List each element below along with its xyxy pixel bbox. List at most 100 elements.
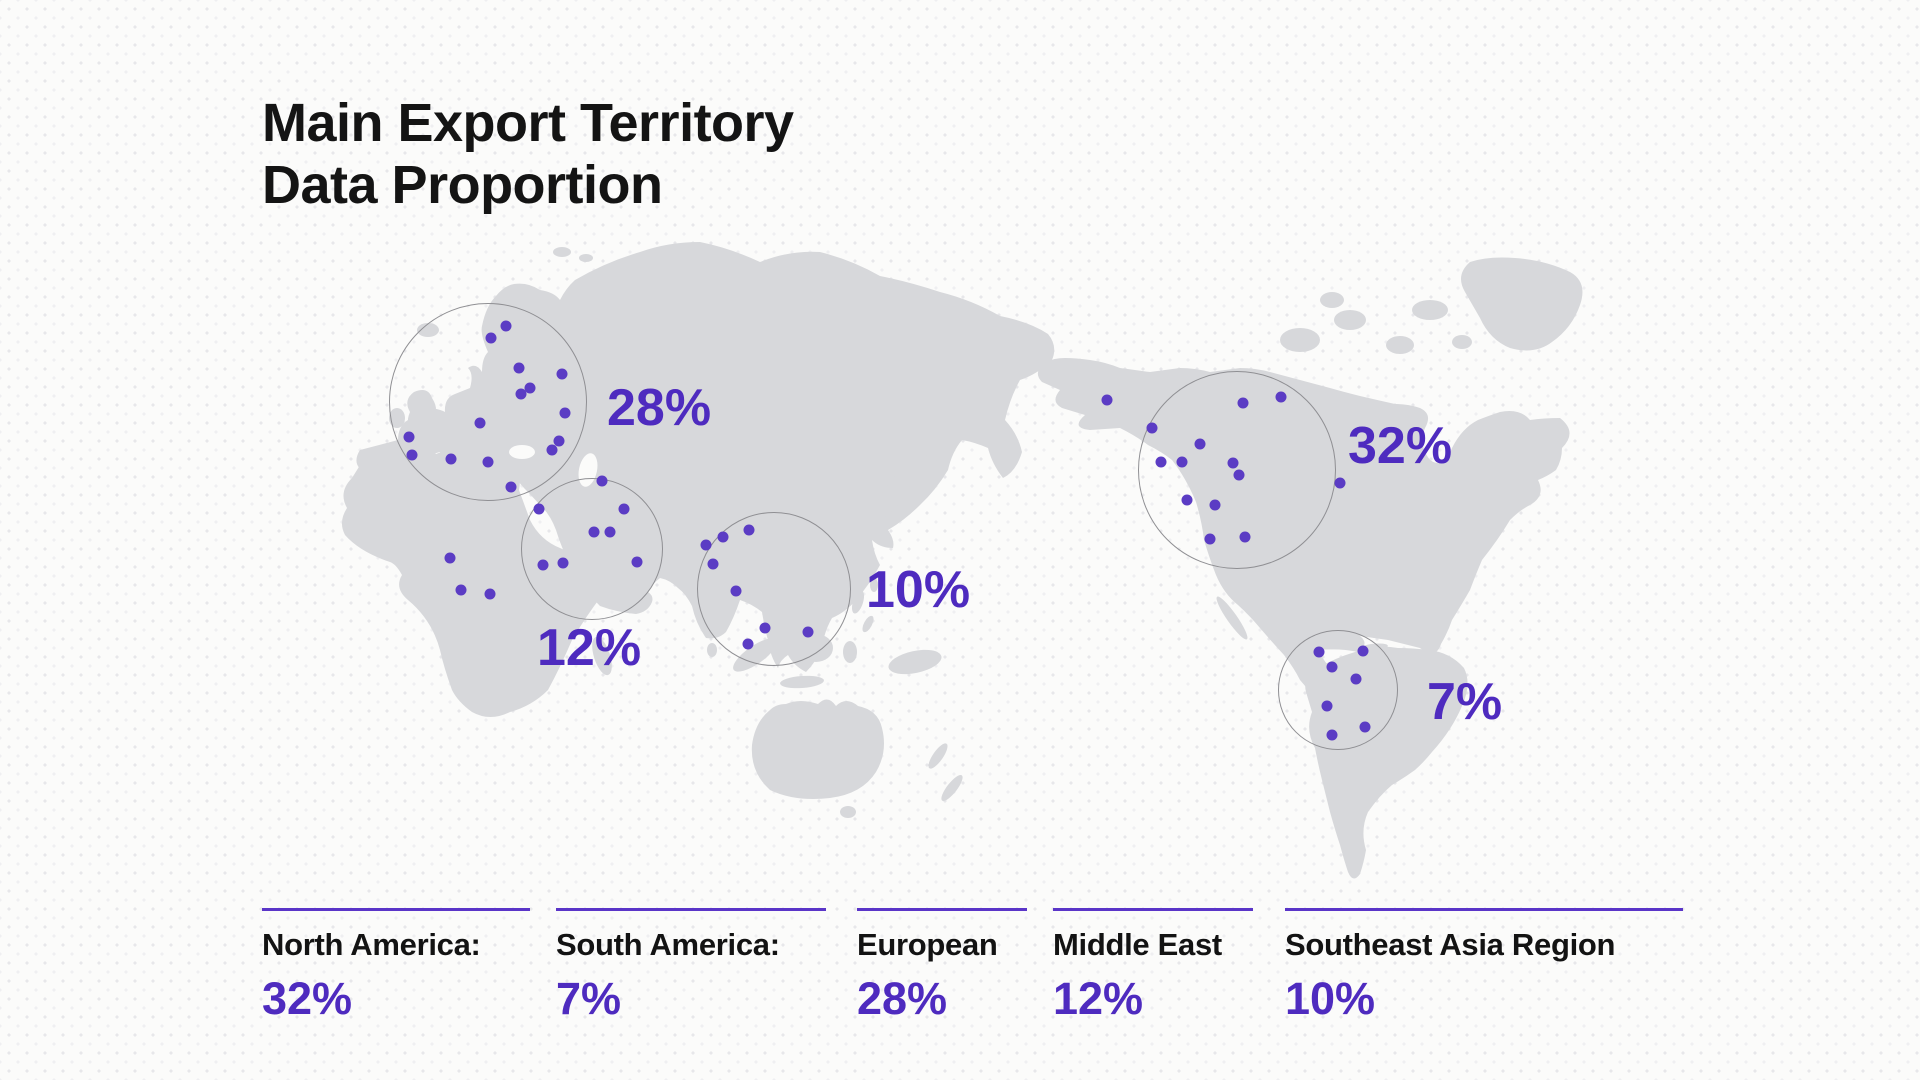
page-title: Main Export Territory Data Proportion (262, 92, 794, 216)
data-dot (759, 622, 771, 634)
data-dot (513, 362, 525, 374)
legend-item-european: European 28% (857, 908, 1027, 1025)
data-dot (1155, 456, 1167, 468)
data-dot (1227, 457, 1239, 469)
data-dot (631, 556, 643, 568)
map-label-south-america-pct: 7% (1427, 673, 1503, 731)
title-line-2: Data Proportion (262, 155, 663, 215)
data-dot (546, 444, 558, 456)
greenland-shape (1461, 257, 1583, 351)
data-dot (1334, 477, 1346, 489)
data-dot (1204, 533, 1216, 545)
data-dot (1176, 456, 1188, 468)
legend-label: North America: (262, 927, 481, 962)
data-dot (802, 626, 814, 638)
data-dot (559, 407, 571, 419)
legend-label: South America: (556, 927, 780, 962)
legend-rule (1285, 908, 1683, 911)
data-dot (482, 456, 494, 468)
legend-label: Middle East (1053, 927, 1222, 962)
data-dot (742, 638, 754, 650)
data-dot (444, 552, 456, 564)
bubble-europe (389, 303, 587, 501)
australia-shape (751, 699, 884, 799)
data-dot (1146, 422, 1158, 434)
data-dot (403, 431, 415, 443)
legend-item-middle-east: Middle East 12% (1053, 908, 1253, 1025)
legend-value: 32% (262, 973, 353, 1024)
data-dot (537, 559, 549, 571)
data-dot (556, 368, 568, 380)
taiwan-shape (870, 578, 878, 592)
bubble-north-america (1138, 371, 1336, 569)
legend-rule (857, 908, 1027, 911)
legend: North America: 32% South America: 7% Eur… (0, 908, 1920, 1058)
baja-shape (1216, 596, 1248, 640)
title-line-1: Main Export Territory (262, 93, 794, 153)
legend-value: 28% (857, 973, 948, 1024)
legend-label: Southeast Asia Region (1285, 927, 1616, 962)
legend-item-south-america: South America: 7% (556, 908, 826, 1025)
data-dot (406, 449, 418, 461)
tasmania-shape (840, 806, 856, 818)
data-dot (730, 585, 742, 597)
data-dot (588, 526, 600, 538)
data-dot (743, 524, 755, 536)
bubble-middle-east (521, 478, 663, 620)
map-label-europe-pct: 28% (607, 379, 712, 437)
sakhalin-shape (926, 426, 940, 470)
srilanka-shape (707, 643, 717, 657)
data-dot (1181, 494, 1193, 506)
data-dot (1101, 394, 1113, 406)
madagascar-shape (592, 636, 612, 676)
map-label-middle-east-pct: 12% (537, 619, 642, 677)
new-guinea-shape (888, 649, 942, 675)
data-dot (717, 531, 729, 543)
data-dot (485, 332, 497, 344)
java-shape (780, 675, 824, 689)
bubble-south-america (1278, 630, 1398, 750)
data-dot (515, 388, 527, 400)
data-dot (596, 475, 608, 487)
data-dot (1326, 729, 1338, 741)
data-dot (1237, 397, 1249, 409)
data-dot (484, 588, 496, 600)
data-dot (1357, 645, 1369, 657)
data-dot (700, 539, 712, 551)
data-dot (455, 584, 467, 596)
legend-rule (556, 908, 826, 911)
data-dot (1326, 661, 1338, 673)
data-dot (524, 382, 536, 394)
data-dot (557, 557, 569, 569)
legend-rule (262, 908, 530, 911)
data-dot (1321, 700, 1333, 712)
data-dot (505, 481, 517, 493)
bubble-southeast-asia (697, 512, 851, 666)
new-zealand-north-shape (928, 743, 948, 769)
data-dot (1350, 673, 1362, 685)
data-dot (445, 453, 457, 465)
legend-label: European (857, 927, 998, 962)
map-label-north-america-pct: 32% (1348, 417, 1453, 475)
data-dot (533, 503, 545, 515)
japan-shape (871, 470, 910, 522)
sulawesi-shape (843, 641, 857, 663)
data-dot (1359, 721, 1371, 733)
legend-value: 12% (1053, 973, 1144, 1024)
data-dot (1194, 438, 1206, 450)
legend-rule (1053, 908, 1253, 911)
philippines-shape (851, 590, 865, 614)
legend-item-north-america: North America: 32% (262, 908, 530, 1025)
data-dot (1239, 531, 1251, 543)
africa-shape (341, 446, 635, 717)
data-dot (1209, 499, 1221, 511)
data-dot (1275, 391, 1287, 403)
map-label-southeast-asia-pct: 10% (866, 561, 971, 619)
legend-item-southeast-asia: Southeast Asia Region 10% (1285, 908, 1683, 1025)
data-dot (500, 320, 512, 332)
legend-value: 7% (556, 973, 622, 1024)
data-dot (474, 417, 486, 429)
data-dot (707, 558, 719, 570)
legend-value: 10% (1285, 973, 1376, 1024)
